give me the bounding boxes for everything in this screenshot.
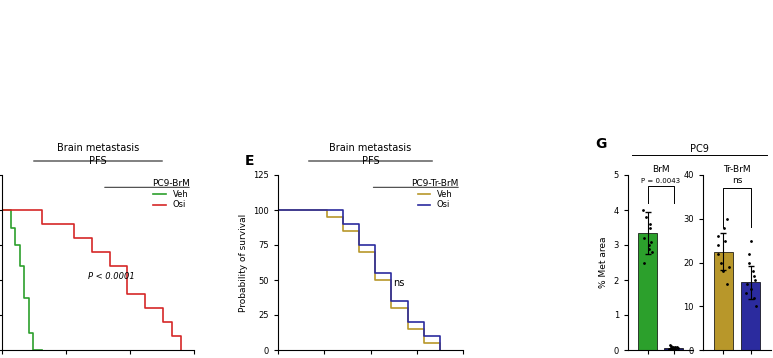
- Title: BrM: BrM: [652, 165, 669, 174]
- Legend: Veh, Osi: Veh, Osi: [411, 179, 459, 209]
- Text: ns: ns: [393, 279, 404, 289]
- Bar: [714, 252, 733, 350]
- Text: PC9: PC9: [690, 144, 709, 154]
- Bar: [741, 282, 760, 350]
- Text: G: G: [595, 136, 607, 150]
- Title: Brain metastasis
PFS: Brain metastasis PFS: [57, 144, 139, 166]
- Y-axis label: % Met area: % Met area: [599, 237, 608, 288]
- Bar: [665, 348, 683, 350]
- Text: E: E: [245, 154, 254, 168]
- Title: Brain metastasis
PFS: Brain metastasis PFS: [329, 144, 412, 166]
- Y-axis label: Probability of survival: Probability of survival: [239, 213, 247, 311]
- Text: P < 0.0001: P < 0.0001: [88, 272, 135, 281]
- Text: P = 0.0043: P = 0.0043: [641, 178, 680, 184]
- Text: ns: ns: [732, 176, 742, 185]
- Legend: Veh, Osi: Veh, Osi: [152, 179, 190, 209]
- Bar: [638, 233, 656, 350]
- Title: Tr-BrM: Tr-BrM: [724, 165, 751, 174]
